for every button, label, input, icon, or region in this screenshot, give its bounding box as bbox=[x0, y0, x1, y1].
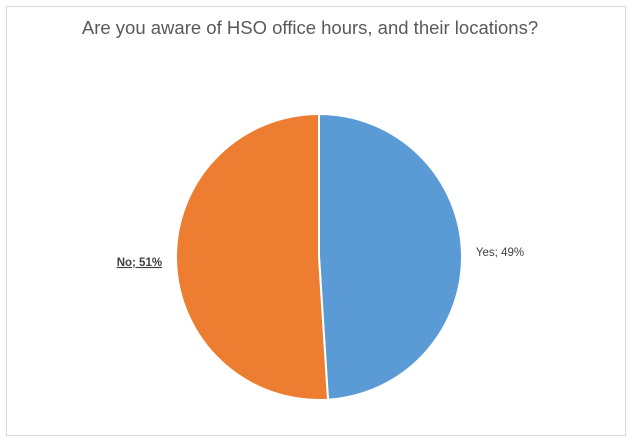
pie-slice-no bbox=[176, 114, 328, 400]
pie-slice-yes bbox=[319, 114, 462, 400]
data-label-no: No; 51% bbox=[117, 257, 162, 269]
data-label-yes: Yes; 49% bbox=[476, 247, 524, 259]
